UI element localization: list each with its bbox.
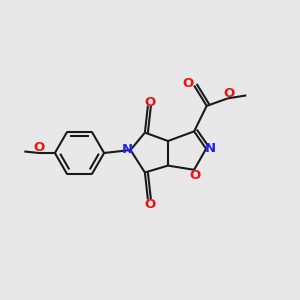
Text: O: O [34, 141, 45, 154]
Text: O: O [182, 76, 194, 90]
Text: O: O [224, 86, 235, 100]
Text: N: N [204, 142, 216, 155]
Text: O: O [144, 95, 155, 109]
Text: O: O [144, 197, 155, 211]
Text: N: N [121, 143, 133, 156]
Text: O: O [189, 169, 201, 182]
